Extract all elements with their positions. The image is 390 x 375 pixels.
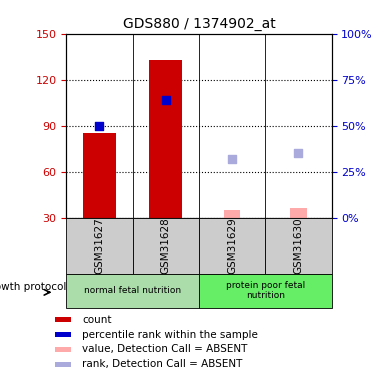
Point: [295, 150, 301, 156]
Bar: [149, 60, 183, 217]
Bar: [66, 274, 199, 308]
Text: growth protocol: growth protocol: [0, 282, 66, 292]
Text: GSM31628: GSM31628: [161, 217, 171, 274]
Point: [163, 97, 169, 103]
Bar: [66, 217, 133, 274]
Text: protein poor fetal
nutrition: protein poor fetal nutrition: [225, 281, 305, 300]
Point: [96, 123, 103, 129]
Bar: [133, 217, 199, 274]
Point: [229, 156, 235, 162]
Text: GSM31629: GSM31629: [227, 217, 237, 274]
Bar: [55, 332, 71, 337]
Bar: [83, 133, 116, 218]
Bar: [199, 217, 265, 274]
Text: percentile rank within the sample: percentile rank within the sample: [82, 330, 258, 339]
Bar: [55, 317, 71, 322]
Text: GSM31630: GSM31630: [293, 217, 303, 274]
Text: rank, Detection Call = ABSENT: rank, Detection Call = ABSENT: [82, 359, 242, 369]
Bar: [55, 347, 71, 352]
Bar: [199, 274, 332, 308]
Text: normal fetal nutrition: normal fetal nutrition: [84, 286, 181, 295]
Bar: [265, 217, 332, 274]
Text: GSM31627: GSM31627: [94, 217, 105, 274]
Text: count: count: [82, 315, 112, 325]
Title: GDS880 / 1374902_at: GDS880 / 1374902_at: [122, 17, 275, 32]
Bar: [224, 210, 240, 218]
Bar: [290, 209, 307, 218]
Text: value, Detection Call = ABSENT: value, Detection Call = ABSENT: [82, 344, 247, 354]
Bar: [55, 362, 71, 367]
